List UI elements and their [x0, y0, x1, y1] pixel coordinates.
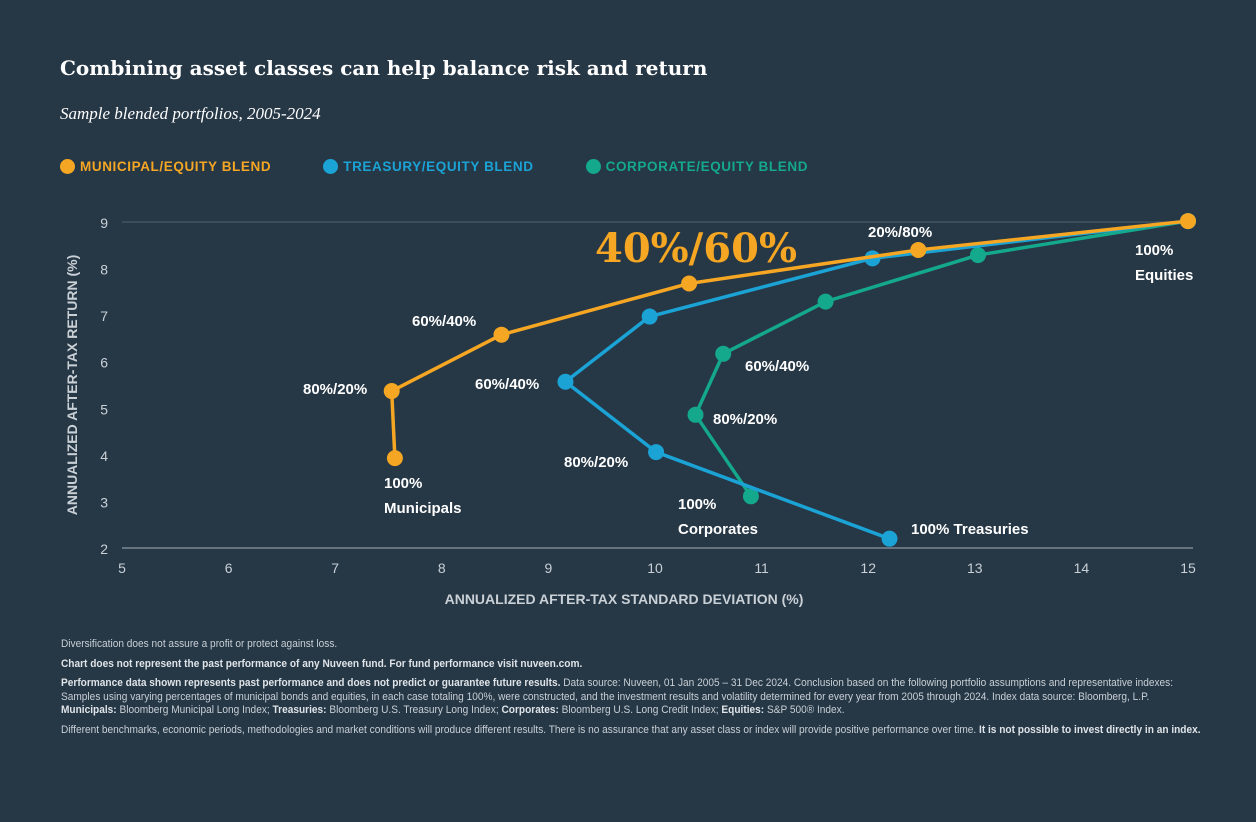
data-point	[648, 444, 665, 461]
data-point	[817, 293, 834, 310]
footnote: Performance data shown represents past p…	[61, 677, 1202, 718]
footnote-text: Bloomberg Municipal Long Index;	[116, 704, 273, 716]
data-label: 40%/60%	[595, 225, 797, 272]
data-point	[681, 275, 698, 292]
legend: MUNICIPAL/EQUITY BLEND TREASURY/EQUITY B…	[60, 159, 860, 174]
footnote-text: Corporates:	[501, 704, 559, 716]
x-tick-label: 8	[438, 560, 446, 576]
chart-title: Combining asset classes can help balance…	[60, 56, 708, 80]
data-label: 60%/40%	[475, 376, 539, 393]
legend-label: CORPORATE/EQUITY BLEND	[605, 159, 809, 174]
footnote-text: Performance data shown represents past p…	[61, 677, 561, 689]
footnote-text: S&P 500® Index.	[764, 704, 845, 716]
data-label: 80%/20%	[564, 454, 628, 471]
x-tick-label: 13	[967, 560, 983, 576]
footnote-text: Bloomberg U.S. Treasury Long Index;	[326, 704, 502, 716]
x-tick-label: 10	[647, 560, 663, 576]
data-point	[641, 308, 658, 325]
legend-label: TREASURY/EQUITY BLEND	[343, 159, 534, 174]
footnotes: Diversification does not assure a profit…	[61, 638, 1202, 743]
x-axis-label: ANNUALIZED AFTER-TAX STANDARD DEVIATION …	[445, 591, 804, 607]
x-tick-label: 5	[118, 560, 126, 576]
y-tick-label: 3	[100, 494, 108, 510]
legend-dot-icon	[323, 159, 339, 174]
data-label: 100% Treasuries	[911, 521, 1029, 538]
footnote-text: Diversification does not assure a profit…	[61, 638, 338, 650]
legend-item-treasury: TREASURY/EQUITY BLEND	[323, 159, 533, 174]
footnote-text: Municipals:	[61, 704, 117, 716]
footnote-text: Equities:	[721, 704, 765, 716]
footnote: Diversification does not assure a profit…	[61, 638, 1202, 652]
y-tick-label: 4	[100, 448, 108, 464]
data-point	[687, 406, 704, 423]
y-tick-label: 2	[100, 541, 108, 557]
footnote-text: It is not possible to invest directly in…	[979, 723, 1201, 736]
footnote: Chart does not represent the past perfor…	[61, 658, 1202, 672]
y-tick-label: 9	[100, 215, 108, 231]
series-line-2	[693, 219, 1189, 498]
x-tick-label: 7	[331, 560, 339, 576]
footnote-text: Treasuries:	[272, 704, 327, 716]
legend-item-municipal: MUNICIPAL/EQUITY BLEND	[60, 159, 271, 174]
footnote-text: Data source: Nuveen, 01 Jan 2005 – 31 De…	[61, 677, 1174, 703]
data-point	[969, 247, 986, 264]
legend-dot-icon	[60, 159, 75, 174]
legend-item-corporate: CORPORATE/EQUITY BLEND	[585, 159, 809, 174]
data-point	[386, 450, 403, 467]
data-label: 100% Equities	[1135, 242, 1193, 284]
data-point	[910, 241, 927, 258]
y-tick-label: 6	[100, 355, 108, 371]
data-point	[383, 383, 400, 400]
x-tick-label: 11	[754, 560, 769, 576]
footnote-text: Chart does not represent the past perfor…	[61, 657, 583, 670]
data-label: 80%/20%	[713, 411, 777, 428]
data-point	[881, 530, 898, 547]
footnote: Different benchmarks, economic periods, …	[61, 724, 1202, 738]
x-tick-label: 9	[545, 560, 553, 576]
legend-dot-icon	[585, 159, 601, 174]
x-tick-label: 14	[1074, 560, 1090, 576]
data-label: 60%/40%	[745, 358, 809, 375]
data-point	[1180, 213, 1196, 230]
legend-label: MUNICIPAL/EQUITY BLEND	[80, 159, 272, 174]
footnote-text: Different benchmarks, economic periods, …	[61, 723, 980, 736]
chart-subtitle: Sample blended portfolios, 2005-2024	[60, 104, 321, 123]
data-label: 80%/20%	[303, 381, 367, 398]
y-axis-label: ANNUALIZED AFTER-TAX RETURN (%)	[64, 255, 80, 516]
y-tick-label: 7	[100, 308, 108, 324]
footnote-text: Bloomberg U.S. Long Credit Index;	[558, 704, 722, 716]
data-label: 100% Municipals	[384, 475, 462, 517]
data-point	[493, 326, 510, 343]
data-point	[715, 345, 732, 362]
data-point	[742, 488, 759, 505]
x-tick-label: 12	[860, 560, 876, 576]
data-point	[557, 373, 574, 390]
y-tick-label: 5	[100, 401, 108, 417]
data-label: 60%/40%	[412, 313, 476, 330]
x-tick-label: 15	[1180, 560, 1196, 576]
data-label: 100% Corporates	[678, 496, 758, 538]
y-tick-label: 8	[100, 262, 108, 278]
chart-plot: 5 6 7 8 9 10 11 12 13 14 15 2 3 4 5 6 7 8 9 ANNUALIZED AFTE…	[64, 213, 1196, 607]
series-line-0	[389, 219, 1189, 459]
data-label: 20%/80%	[868, 224, 932, 241]
x-tick-label: 6	[225, 560, 233, 576]
